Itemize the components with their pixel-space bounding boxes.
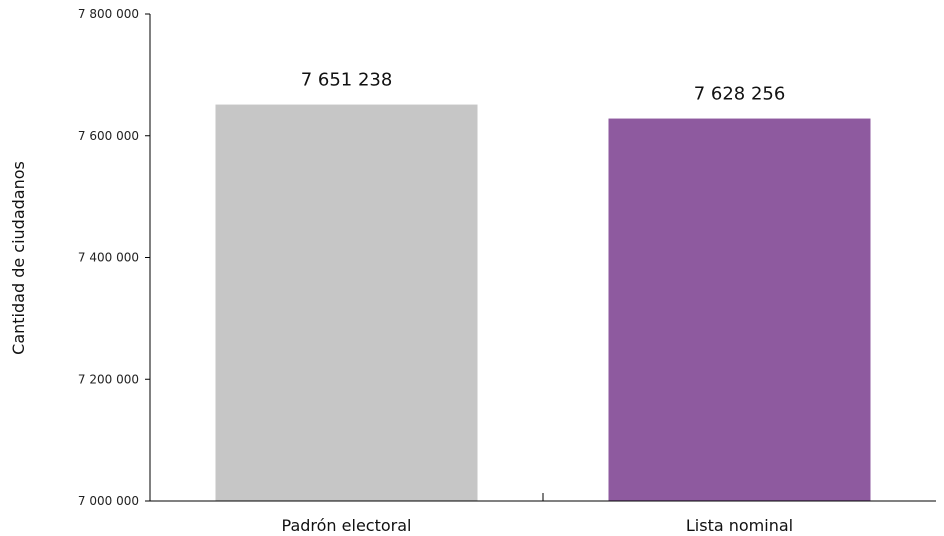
bars [215,104,871,501]
bar-padron-electoral [215,104,478,501]
y-axis-title: Cantidad de ciudadanos [9,161,28,355]
y-axis-ticks: 7 000 000 7 200 000 7 400 000 7 600 000 7 80… [78,7,150,508]
y-tick-label: 7 200 000 [78,372,139,386]
y-tick-label: 7 000 000 [78,494,139,508]
x-axis-labels: Padrón electoral Lista nominal [282,516,794,535]
data-labels: 7 651 238 7 628 256 [301,70,786,105]
y-tick-label: 7 400 000 [78,251,139,265]
x-category-label: Lista nominal [686,516,793,535]
data-label: 7 651 238 [301,70,393,91]
data-label: 7 628 256 [694,84,786,105]
y-tick-label: 7 800 000 [78,7,139,21]
y-tick-label: 7 600 000 [78,129,139,143]
x-category-label: Padrón electoral [282,516,412,535]
bar-lista-nominal [608,118,871,501]
